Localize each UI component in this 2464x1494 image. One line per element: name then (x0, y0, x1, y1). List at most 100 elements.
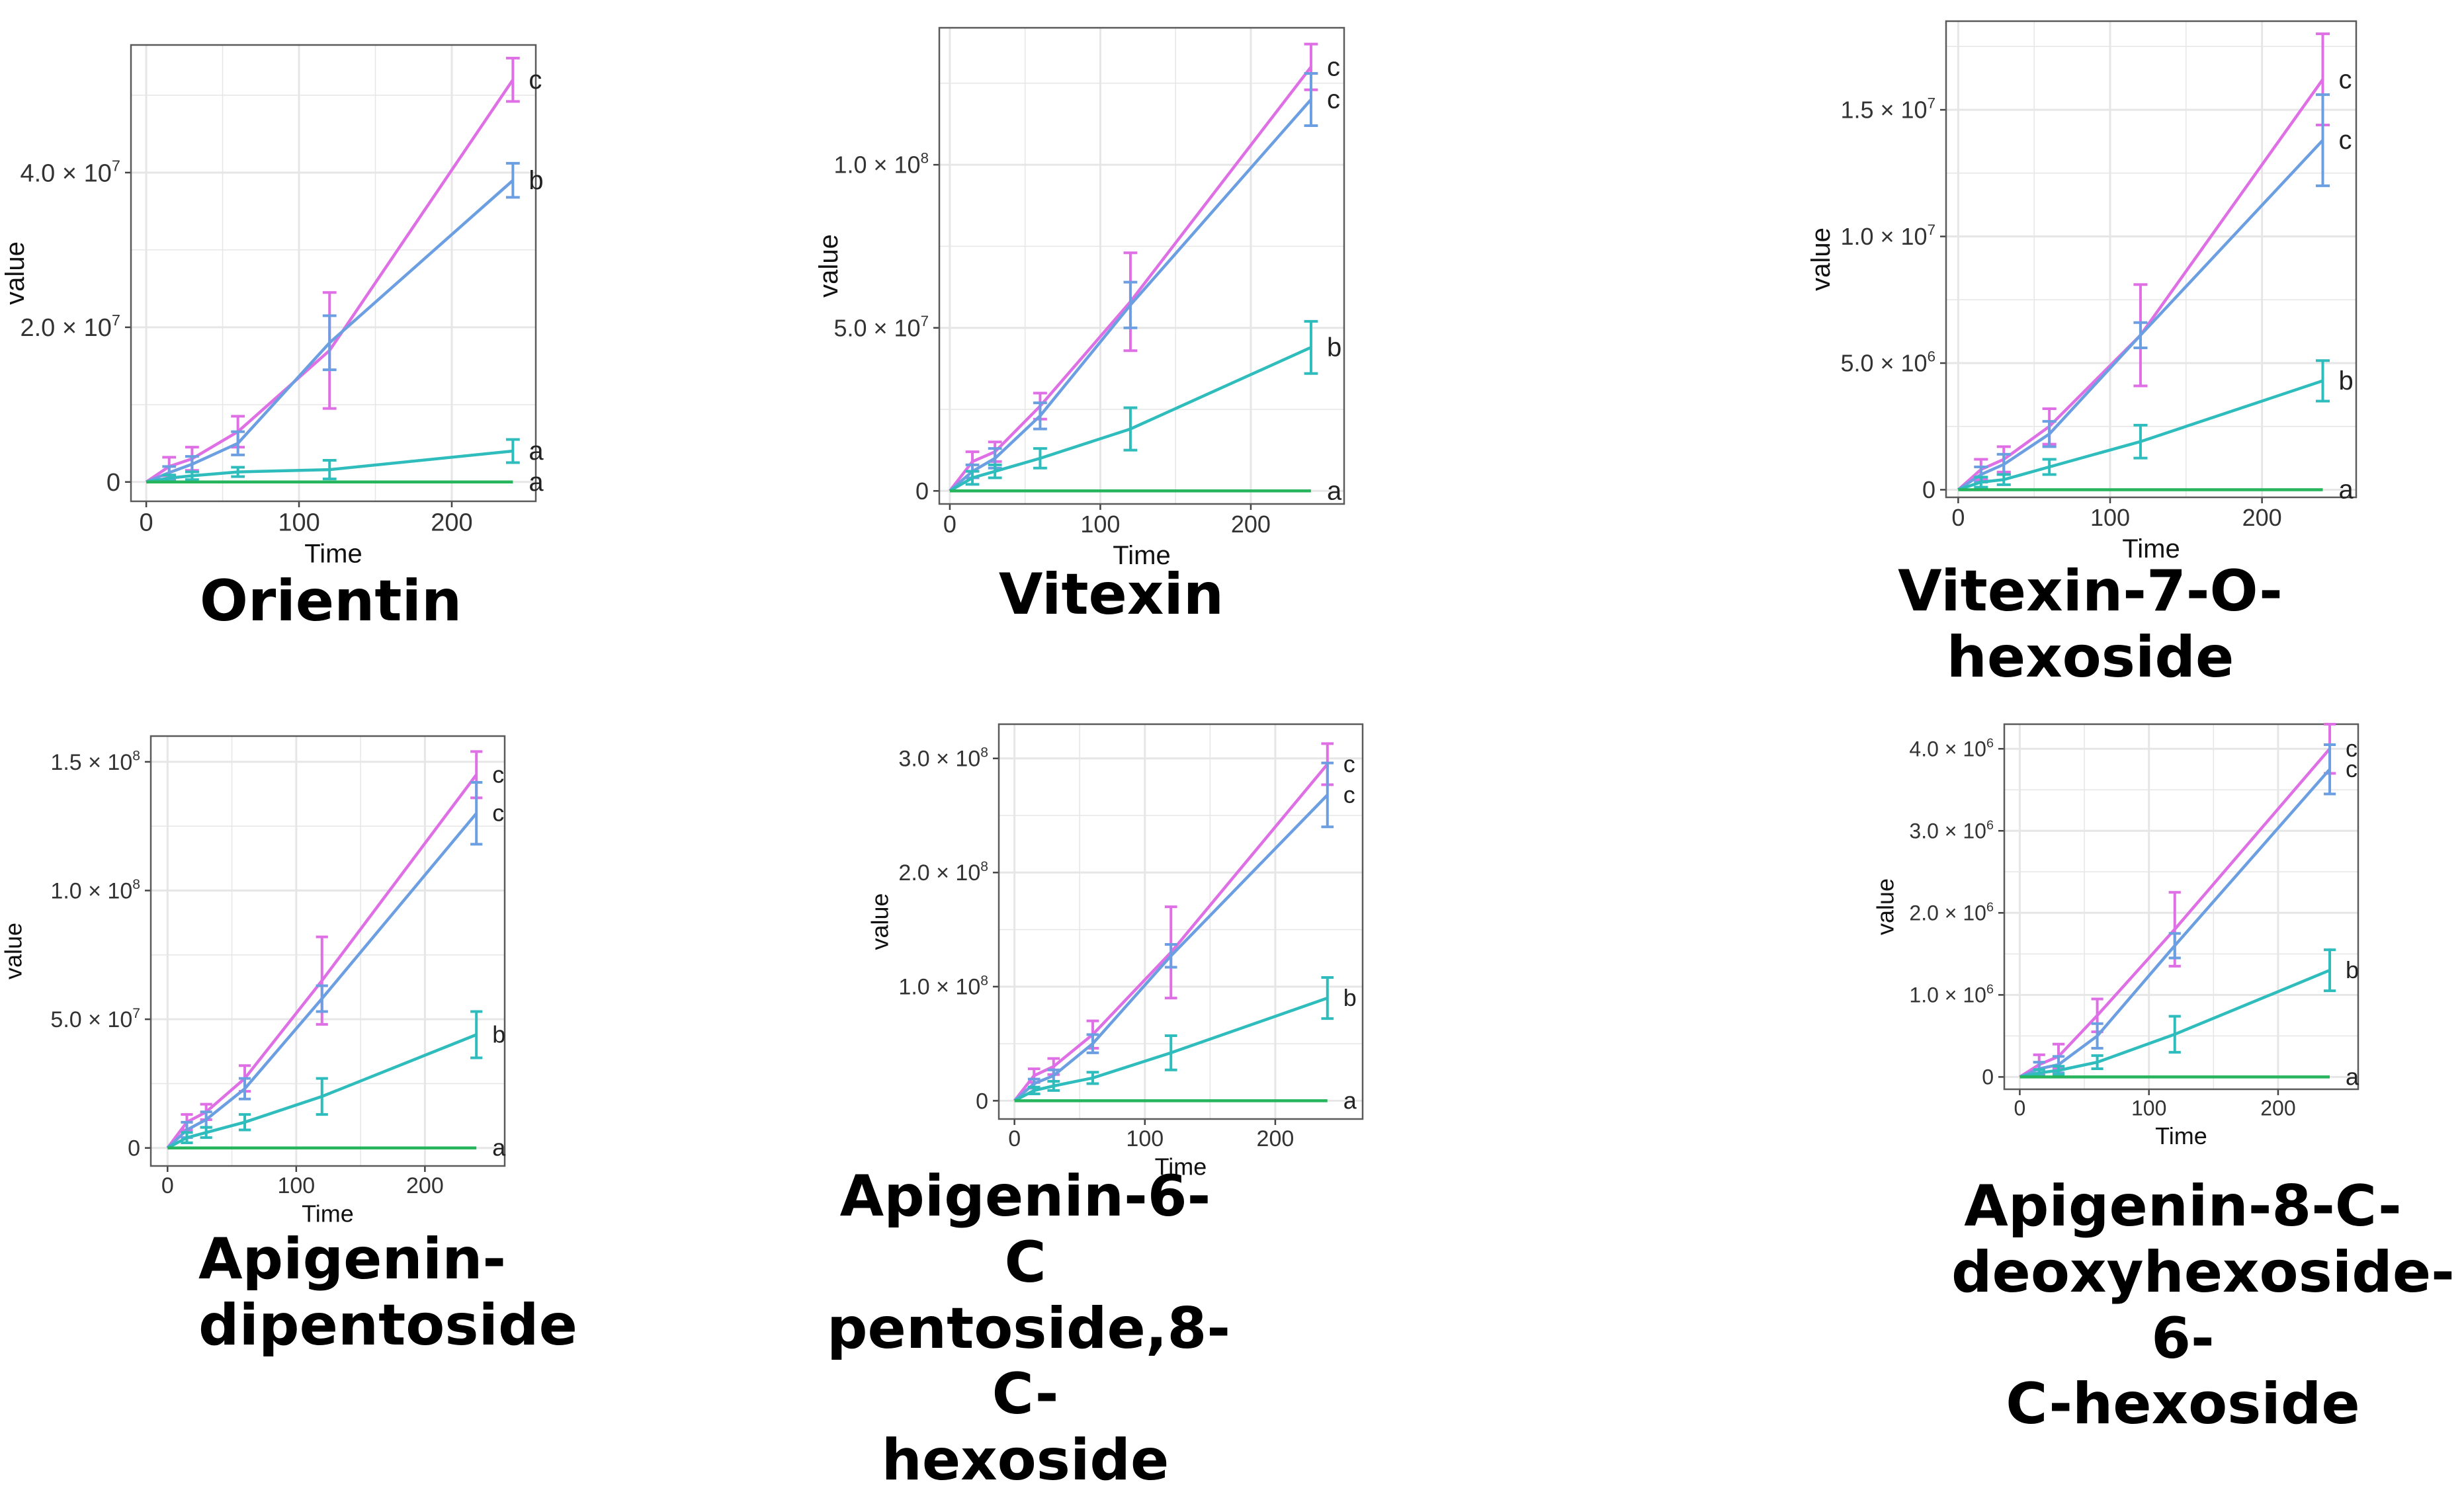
y-tick-label: 3.0 × 106 (1909, 818, 1994, 843)
error-bar-teal (200, 1126, 212, 1140)
caption-line: Apigenin- (198, 1226, 507, 1292)
series-line-magenta (1957, 78, 2324, 491)
series-end-label: b (1327, 333, 1341, 362)
x-tick-label: 100 (278, 509, 319, 536)
y-tick-label: 1.0 × 106 (1909, 982, 1994, 1007)
error-bar-teal (316, 1077, 328, 1116)
y-tick-label: 5.0 × 107 (833, 313, 929, 341)
plot-border (130, 44, 537, 503)
y-tick-label: 4.0 × 107 (20, 157, 120, 187)
plot-border (938, 26, 1345, 505)
error-bar-blue (1033, 401, 1047, 431)
error-bar-teal (2052, 1065, 2065, 1076)
y-axis-title: value (0, 923, 26, 979)
error-bar-teal (1027, 1085, 1041, 1096)
error-bar-teal (1033, 447, 1047, 470)
plot-border (1945, 20, 2358, 499)
chart-apigenin-6-c-pentoside: 0 100 200 0 1.0 × 108 2.0 × 108 3.0 × 108 cc b a T… (866, 723, 1364, 1180)
chart-panel-apigenin-dipentoside: 0 100 200 0 5.0 × 107 1.0 × 108 1.5 × 108 c c b a T… (0, 724, 577, 1358)
plot-border (998, 723, 1364, 1120)
error-bar-blue (316, 984, 328, 1013)
error-bar-blue (2091, 1022, 2103, 1050)
x-tick-label: 0 (1008, 1126, 1021, 1151)
error-bar-blue (1304, 72, 1318, 127)
series-end-label: b (529, 166, 543, 195)
series-end-label: c (529, 65, 542, 95)
y-tick-label: 0 (128, 1136, 140, 1161)
caption-vitexin-7-o-hexoside: Vitexin-7-O-hexoside (1793, 558, 2388, 691)
caption-vitexin: Vitexin (933, 561, 1290, 628)
error-bar-teal (965, 470, 980, 486)
plot-background (999, 724, 1363, 1119)
x-axis-title: Time (1155, 1153, 1207, 1180)
series-end-label: a (2338, 476, 2354, 505)
x-tick-label: 0 (1951, 504, 1965, 531)
chart-panel-vitexin: 0 100 200 0 5.0 × 107 1.0 × 108 c c b a Time value … (814, 20, 1363, 628)
x-tick-label: 0 (140, 509, 153, 536)
error-bar-teal (1047, 1080, 1060, 1092)
x-tick-label: 0 (2014, 1097, 2026, 1120)
error-bar-teal (181, 1131, 193, 1144)
y-tick-label: 3.0 × 108 (898, 745, 988, 771)
y-tick-label: 1.0 × 108 (833, 150, 929, 179)
error-bar-blue (1321, 761, 1334, 829)
y-tick-label: 0 (1982, 1065, 1994, 1089)
series-end-label: a (2346, 1063, 2359, 1090)
series-end-label: a (1327, 476, 1342, 505)
caption-line: dipentoside (198, 1292, 577, 1358)
series-line-teal (167, 1033, 478, 1149)
x-tick-label: 0 (943, 511, 956, 538)
error-bar-teal (1086, 1071, 1099, 1085)
y-axis-title: value (866, 893, 893, 950)
y-tick-label: 0 (106, 469, 120, 497)
series-end-label: c (2346, 755, 2358, 782)
y-tick-label: 5.0 × 106 (1840, 349, 1935, 377)
series-end-label: c (1343, 781, 1355, 808)
y-tick-label: 4.0 × 106 (1909, 736, 1994, 761)
caption-line: pentoside,8-C- (827, 1295, 1231, 1428)
series-end-label: c (1343, 750, 1355, 777)
x-tick-label: 200 (1257, 1126, 1295, 1151)
x-tick-label: 100 (2090, 504, 2130, 531)
series-line-teal (2019, 969, 2330, 1079)
chart-orientin: 0 100 200 0 2.0 × 107 4.0 × 107 c b aa Time value (1, 44, 544, 568)
x-tick-label: 200 (406, 1173, 444, 1198)
caption-line: Orientin (199, 568, 462, 634)
series-end-label: b (492, 1020, 505, 1048)
error-bar-teal (2042, 458, 2057, 476)
error-bar-teal (1164, 1034, 1177, 1071)
series-end-label: c (492, 800, 504, 827)
error-bar-teal (2168, 1015, 2181, 1054)
y-tick-label: 0 (915, 477, 929, 505)
error-bar-blue (238, 1077, 251, 1100)
error-bar-teal (1123, 406, 1138, 452)
x-axis-title: Time (304, 539, 362, 568)
caption-line: deoxyhexoside-6- (1951, 1239, 2455, 1372)
series-line-teal (949, 346, 1312, 493)
error-bar-teal (1304, 319, 1318, 375)
y-tick-label: 1.5 × 107 (1840, 95, 1935, 124)
error-bar-blue (1123, 280, 1138, 329)
series-line-teal (1013, 996, 1328, 1102)
chart-vitexin: 0 100 200 0 5.0 × 107 1.0 × 108 cc b a Time value (814, 26, 1345, 570)
y-tick-label: 0 (976, 1089, 988, 1114)
error-bar-blue (1164, 943, 1177, 969)
plot-background (1946, 21, 2356, 497)
caption-orientin: Orientin (152, 568, 509, 635)
error-bar-blue (470, 781, 483, 846)
plot-background (151, 736, 505, 1166)
error-bar-blue (1086, 1033, 1099, 1054)
error-bar-teal (2315, 359, 2330, 403)
chart-panel-apigenin-8-c-deoxyhexoside: 0 100 200 0 1.0 × 106 2.0 × 106 3.0 × 106 4.0 ×… (1871, 718, 2455, 1437)
x-tick-label: 100 (1080, 511, 1120, 538)
chart-panel-orientin: 0 100 200 0 2.0 × 107 4.0 × 107 c b a a Time value … (0, 33, 549, 634)
series-end-label: a (492, 1134, 506, 1161)
y-axis-title: value (1871, 878, 1898, 935)
plot-background (939, 28, 1344, 504)
caption-line: Vitexin (998, 561, 1224, 628)
chart-apigenin-8-c-deoxyhexoside: 0 100 200 0 1.0 × 106 2.0 × 106 3.0 × 106 4.0 ×… (1871, 723, 2359, 1149)
series-line-magenta (2019, 747, 2331, 1079)
error-bar-teal (1996, 473, 2011, 486)
x-tick-label: 200 (431, 509, 472, 536)
caption-line: hexoside (881, 1427, 1169, 1493)
